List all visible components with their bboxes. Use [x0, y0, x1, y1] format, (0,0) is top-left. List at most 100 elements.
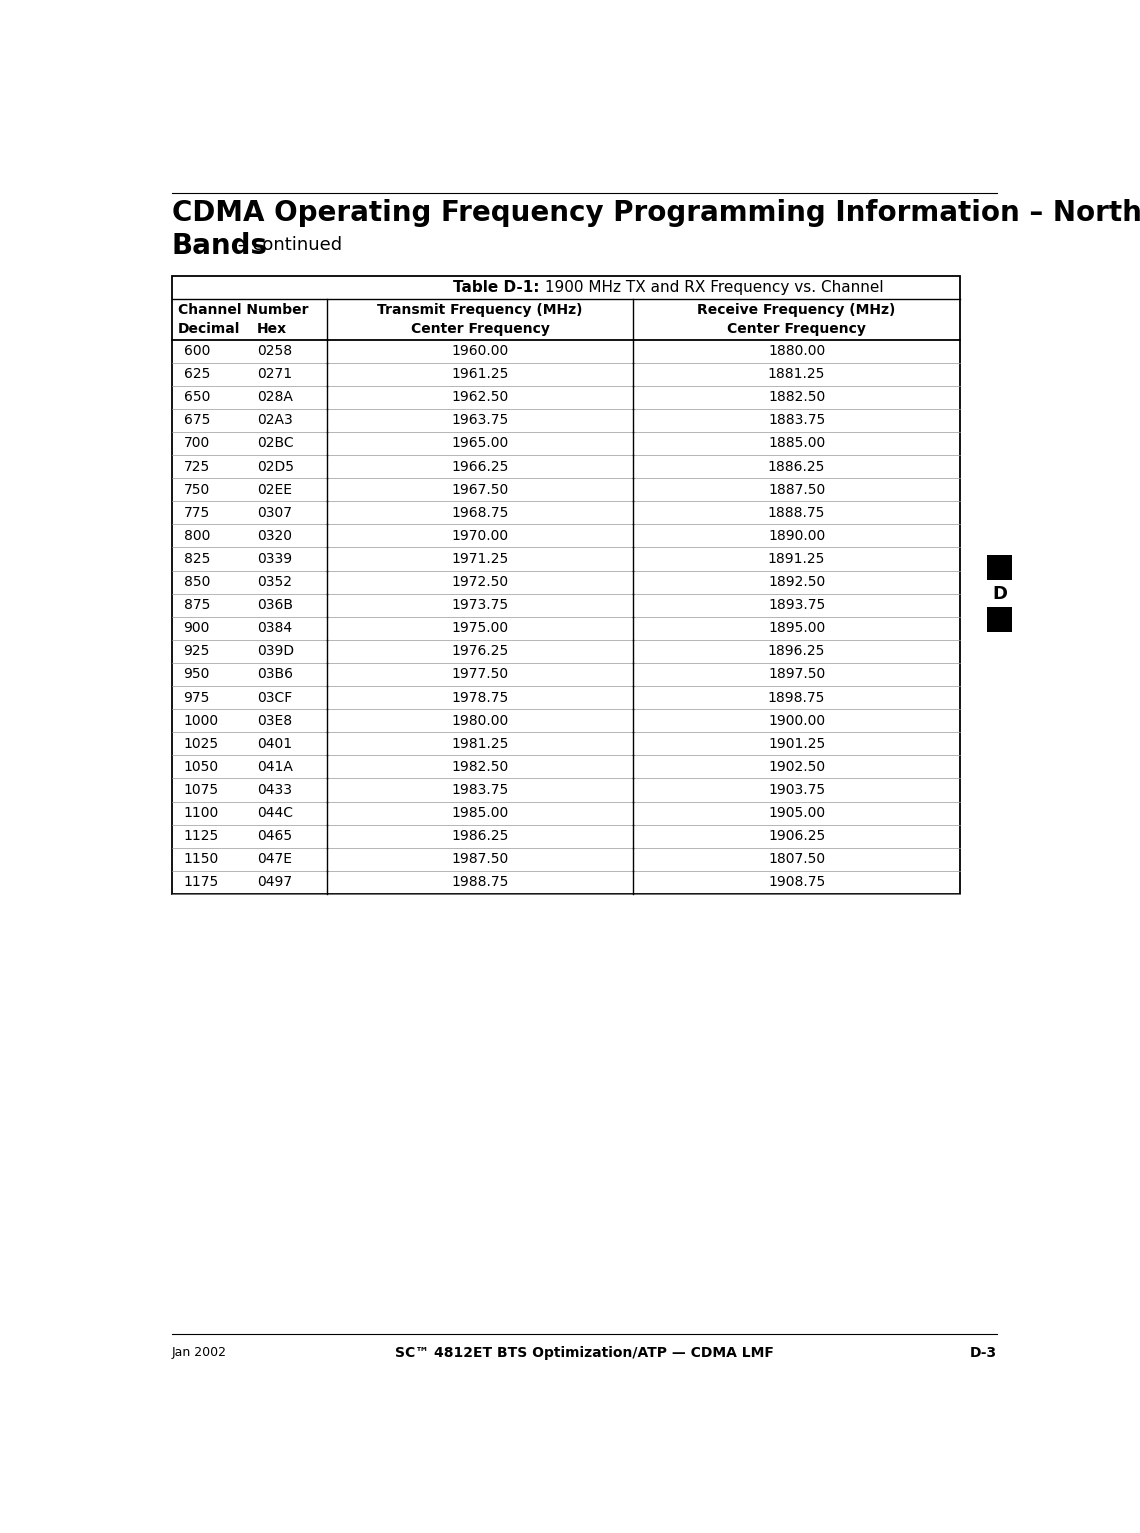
- Text: 1885.00: 1885.00: [768, 437, 825, 451]
- Text: 750: 750: [184, 483, 210, 497]
- Text: D: D: [992, 584, 1007, 602]
- Text: 0307: 0307: [258, 506, 292, 520]
- Text: 1882.50: 1882.50: [768, 391, 825, 405]
- Text: Hex: Hex: [258, 322, 287, 336]
- Text: 1967.50: 1967.50: [451, 483, 508, 497]
- Text: 02D5: 02D5: [258, 460, 294, 474]
- Text: 1982.50: 1982.50: [451, 760, 508, 774]
- Text: 1893.75: 1893.75: [768, 598, 825, 612]
- Text: CDMA Operating Frequency Programming Information – North American: CDMA Operating Frequency Programming Inf…: [172, 199, 1140, 227]
- Text: 0258: 0258: [258, 343, 292, 359]
- Text: 03CF: 03CF: [258, 690, 293, 705]
- Text: 1962.50: 1962.50: [451, 391, 508, 405]
- Text: 1906.25: 1906.25: [768, 829, 825, 843]
- Text: 1985.00: 1985.00: [451, 806, 508, 820]
- Text: 900: 900: [184, 621, 210, 635]
- Text: 1881.25: 1881.25: [768, 366, 825, 382]
- Text: 1150: 1150: [184, 852, 219, 866]
- Text: 1908.75: 1908.75: [768, 875, 825, 889]
- Text: 625: 625: [184, 366, 210, 382]
- Text: 1966.25: 1966.25: [451, 460, 508, 474]
- Text: 0339: 0339: [258, 552, 292, 566]
- Text: 1807.50: 1807.50: [768, 852, 825, 866]
- Text: 1900 MHz TX and RX Frequency vs. Channel: 1900 MHz TX and RX Frequency vs. Channel: [539, 281, 884, 296]
- Text: 1975.00: 1975.00: [451, 621, 508, 635]
- Text: 1973.75: 1973.75: [451, 598, 508, 612]
- Text: 1901.25: 1901.25: [768, 737, 825, 751]
- Text: 1896.25: 1896.25: [768, 644, 825, 658]
- Text: 1960.00: 1960.00: [451, 343, 508, 359]
- Text: 700: 700: [184, 437, 210, 451]
- Text: 925: 925: [184, 644, 210, 658]
- Text: 1980.00: 1980.00: [451, 714, 508, 728]
- Text: 850: 850: [184, 575, 210, 589]
- Text: 047E: 047E: [258, 852, 292, 866]
- Text: 03B6: 03B6: [258, 667, 293, 682]
- Text: 1978.75: 1978.75: [451, 690, 508, 705]
- Text: 650: 650: [184, 391, 210, 405]
- Text: 775: 775: [184, 506, 210, 520]
- Text: 1895.00: 1895.00: [768, 621, 825, 635]
- Text: 1977.50: 1977.50: [451, 667, 508, 682]
- Text: 1175: 1175: [184, 875, 219, 889]
- Text: 1971.25: 1971.25: [451, 552, 508, 566]
- Text: 1890.00: 1890.00: [768, 529, 825, 543]
- Text: 1886.25: 1886.25: [768, 460, 825, 474]
- Text: 1968.75: 1968.75: [451, 506, 508, 520]
- Text: 1897.50: 1897.50: [768, 667, 825, 682]
- Text: Bands: Bands: [172, 231, 268, 259]
- Text: Channel Number: Channel Number: [178, 304, 309, 317]
- Bar: [987, 555, 1012, 579]
- Text: 036B: 036B: [258, 598, 293, 612]
- Text: 0401: 0401: [258, 737, 292, 751]
- Text: 1970.00: 1970.00: [451, 529, 508, 543]
- Bar: [987, 607, 1012, 632]
- Bar: [172, 276, 960, 894]
- Text: 1900.00: 1900.00: [768, 714, 825, 728]
- Text: Jan 2002: Jan 2002: [172, 1346, 227, 1360]
- Text: 975: 975: [184, 690, 210, 705]
- Text: 044C: 044C: [258, 806, 293, 820]
- Text: 0384: 0384: [258, 621, 292, 635]
- Text: 1898.75: 1898.75: [768, 690, 825, 705]
- Text: 1961.25: 1961.25: [451, 366, 508, 382]
- Text: 1075: 1075: [184, 783, 219, 797]
- Text: 02BC: 02BC: [258, 437, 294, 451]
- Text: – continued: – continued: [233, 236, 342, 253]
- Text: 0465: 0465: [258, 829, 292, 843]
- Text: 1887.50: 1887.50: [768, 483, 825, 497]
- Text: 039D: 039D: [258, 644, 294, 658]
- Text: 1986.25: 1986.25: [451, 829, 508, 843]
- Text: 1883.75: 1883.75: [768, 414, 825, 428]
- Text: Decimal: Decimal: [178, 322, 241, 336]
- Text: 1963.75: 1963.75: [451, 414, 508, 428]
- Text: 0352: 0352: [258, 575, 292, 589]
- Text: 875: 875: [184, 598, 210, 612]
- Text: 1905.00: 1905.00: [768, 806, 825, 820]
- Text: D-3: D-3: [969, 1346, 996, 1360]
- Text: Center Frequency: Center Frequency: [727, 322, 866, 336]
- Text: 1987.50: 1987.50: [451, 852, 508, 866]
- Text: 1965.00: 1965.00: [451, 437, 508, 451]
- Text: 03E8: 03E8: [258, 714, 292, 728]
- Text: 1000: 1000: [184, 714, 219, 728]
- Text: 1025: 1025: [184, 737, 219, 751]
- Text: 600: 600: [184, 343, 210, 359]
- Text: 0497: 0497: [258, 875, 292, 889]
- Text: 1050: 1050: [184, 760, 219, 774]
- Text: 725: 725: [184, 460, 210, 474]
- Text: Receive Frequency (MHz): Receive Frequency (MHz): [698, 304, 896, 317]
- Text: 0271: 0271: [258, 366, 292, 382]
- Text: 1888.75: 1888.75: [768, 506, 825, 520]
- Text: SC™ 4812ET BTS Optimization/ATP — CDMA LMF: SC™ 4812ET BTS Optimization/ATP — CDMA L…: [394, 1346, 774, 1360]
- Text: 1983.75: 1983.75: [451, 783, 508, 797]
- Text: Center Frequency: Center Frequency: [410, 322, 549, 336]
- Text: 1100: 1100: [184, 806, 219, 820]
- Text: 1976.25: 1976.25: [451, 644, 508, 658]
- Text: 1125: 1125: [184, 829, 219, 843]
- Text: 1880.00: 1880.00: [768, 343, 825, 359]
- Text: 0320: 0320: [258, 529, 292, 543]
- Text: 1981.25: 1981.25: [451, 737, 508, 751]
- Text: Transmit Frequency (MHz): Transmit Frequency (MHz): [377, 304, 583, 317]
- Text: 950: 950: [184, 667, 210, 682]
